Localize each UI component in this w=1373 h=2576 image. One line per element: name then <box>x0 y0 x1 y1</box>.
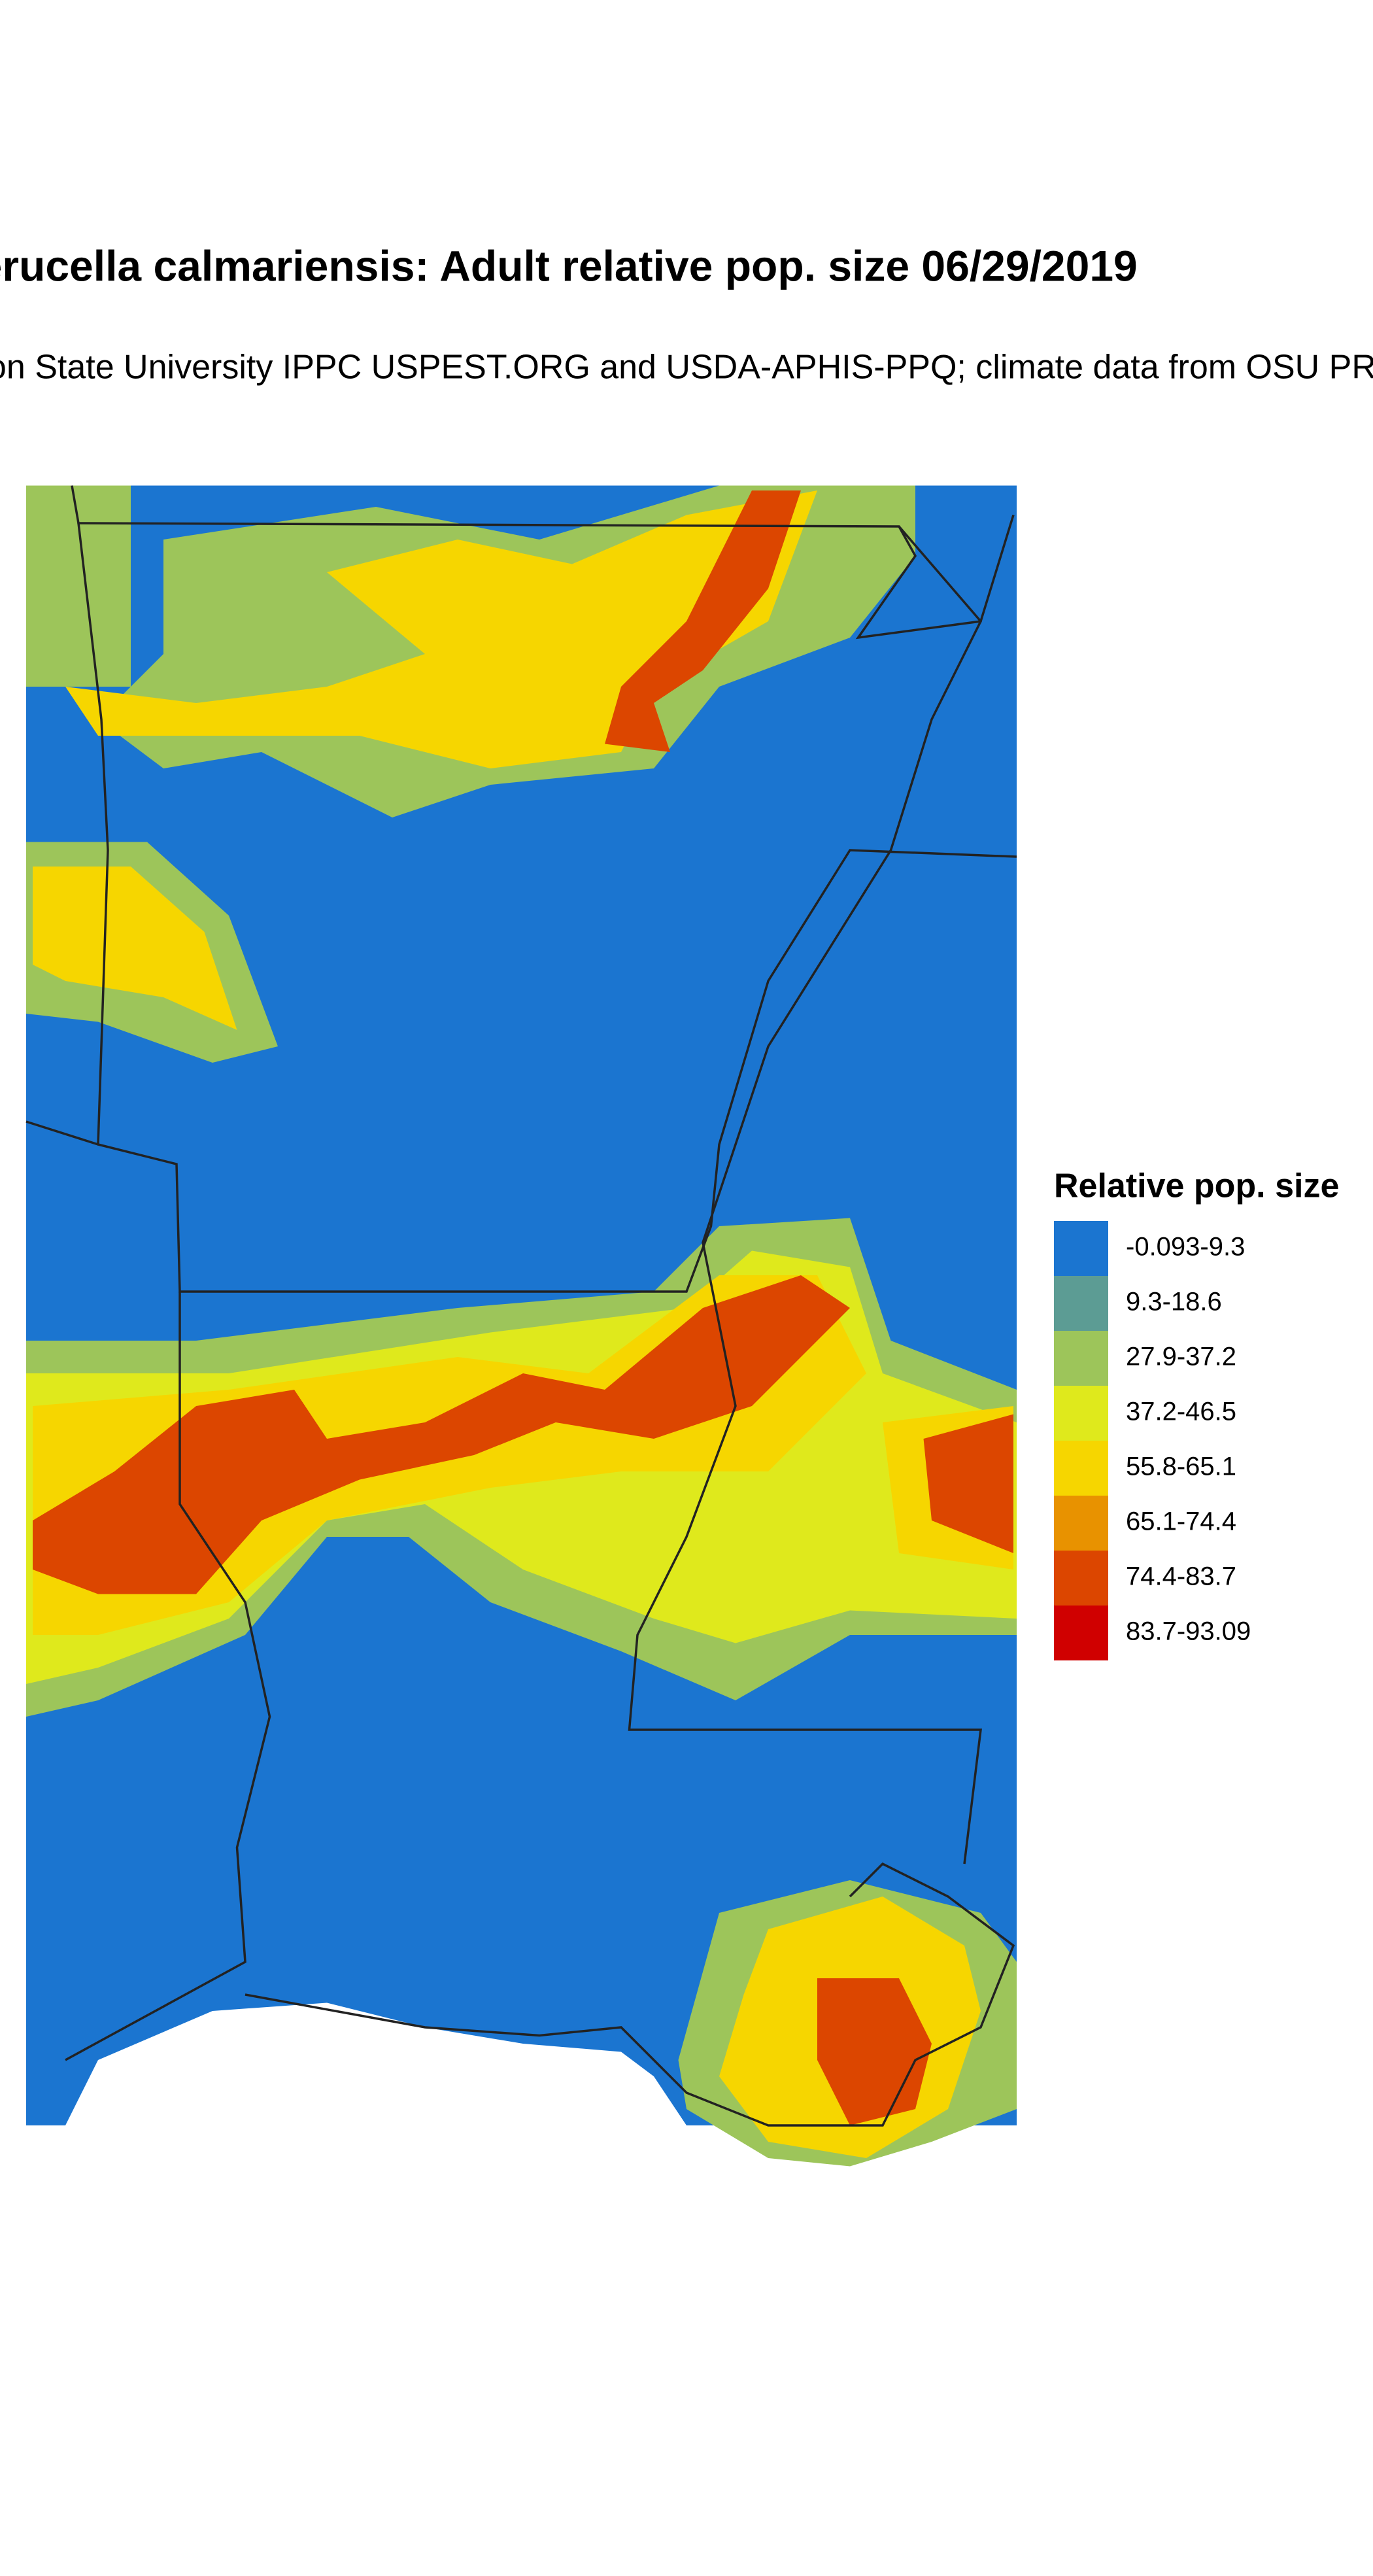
legend-label: 37.2-46.5 <box>1126 1398 1236 1426</box>
legend-label: 9.3-18.6 <box>1126 1288 1222 1316</box>
legend-label: -0.093-9.3 <box>1126 1233 1245 1262</box>
legend-label: 83.7-93.09 <box>1126 1617 1251 1646</box>
legend-label: 65.1-74.4 <box>1126 1507 1236 1536</box>
legend-swatch <box>1054 1496 1108 1551</box>
region <box>33 867 237 1030</box>
legend-swatch <box>1054 1606 1108 1660</box>
legend-title: Relative pop. size <box>1054 1167 1339 1205</box>
legend-swatch <box>1054 1331 1108 1386</box>
legend-swatch <box>1054 1386 1108 1441</box>
legend-swatch <box>1054 1441 1108 1496</box>
region <box>33 1275 1013 1594</box>
legend-swatch <box>1054 1221 1108 1276</box>
map <box>25 485 1017 2167</box>
legend-label: 74.4-83.7 <box>1126 1562 1236 1591</box>
title: Galerucella calmariensis: Adult relative… <box>0 241 1138 290</box>
subtitle: Maps and modeling 02/29/2020 by Oregon S… <box>0 349 1373 386</box>
water <box>65 2002 686 2125</box>
region <box>817 1978 932 2125</box>
state-borders <box>25 485 1017 2127</box>
legend-swatch <box>1054 1551 1108 1606</box>
legend: -0.093-9.3 9.3-18.6 27.9-37.2 37.2-46.5 55.8… <box>1054 1221 1251 1660</box>
legend-label: 55.8-65.1 <box>1126 1452 1236 1481</box>
region <box>605 490 801 752</box>
legend-label: 27.9-37.2 <box>1126 1343 1236 1371</box>
legend-swatch <box>1054 1276 1108 1331</box>
